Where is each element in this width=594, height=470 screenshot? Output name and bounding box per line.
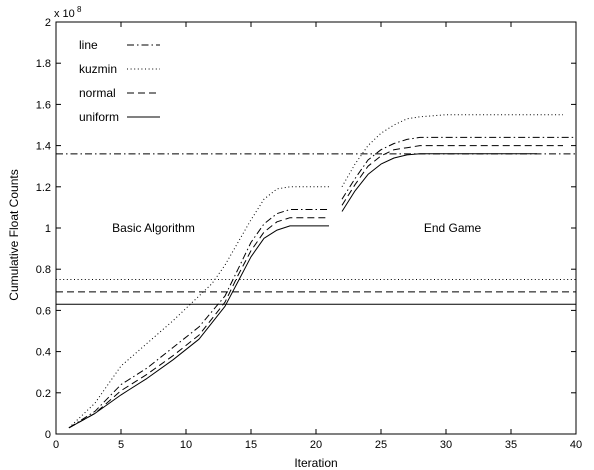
series-line [68,209,329,429]
y-axis: 0 0.2 0.4 0.6 0.8 1 1.2 1.4 1.6 1.8 2 [36,17,576,441]
series-line [341,153,537,212]
legend-label: uniform [79,110,119,124]
series-line [341,145,563,206]
series-line [56,136,576,429]
legend-item: normal [79,86,160,100]
x-tick-label: 5 [118,439,124,451]
x-tick-label: 40 [570,439,582,451]
y-tick-label: 1.8 [36,58,51,70]
y-tick-label: 0.8 [36,264,51,276]
y-tick-label: 0.2 [36,388,51,400]
y-tick-label: 0.6 [36,305,51,317]
series-line [68,225,329,429]
x-tick-label: 35 [505,439,517,451]
x-axis-label: Iteration [294,456,337,470]
series-layer [56,114,576,429]
series-line [68,217,329,429]
series-line [341,136,576,200]
y-tick-label: 0 [45,429,51,441]
legend-label: kuzmin [79,62,117,76]
x-axis: 0 5 10 15 20 25 30 35 40 [53,22,582,451]
x-tick-label: 15 [245,439,257,451]
legend-label: normal [79,86,116,100]
series-normal [56,145,576,429]
annotation: Basic Algorithm [112,221,195,235]
legend: line kuzmin normal uniform [79,38,160,124]
y-tick-label: 0.4 [36,347,51,359]
series-line [341,114,563,188]
y-multiplier-exponent: 8 [77,5,82,14]
y-multiplier-label: x 10 [54,8,75,20]
y-tick-label: 1.6 [36,99,51,111]
y-tick-label: 2 [45,17,51,29]
series-line [68,186,329,429]
legend-label: line [79,38,98,52]
legend-item: kuzmin [79,62,160,76]
y-tick-label: 1.2 [36,182,51,194]
series-uniform [56,153,576,429]
x-tick-label: 25 [375,439,387,451]
series-kuzmin [56,114,576,429]
x-tick-label: 0 [53,439,59,451]
legend-item: line [79,38,160,52]
x-tick-label: 30 [440,439,452,451]
x-tick-label: 20 [310,439,322,451]
y-tick-label: 1.4 [36,141,51,153]
legend-item: uniform [79,110,160,124]
y-tick-label: 1 [45,223,51,235]
y-axis-label: Cumulative Float Counts [7,169,21,300]
annotations: Basic Algorithm End Game [112,221,481,235]
annotation: End Game [424,221,482,235]
x-tick-label: 10 [180,439,192,451]
